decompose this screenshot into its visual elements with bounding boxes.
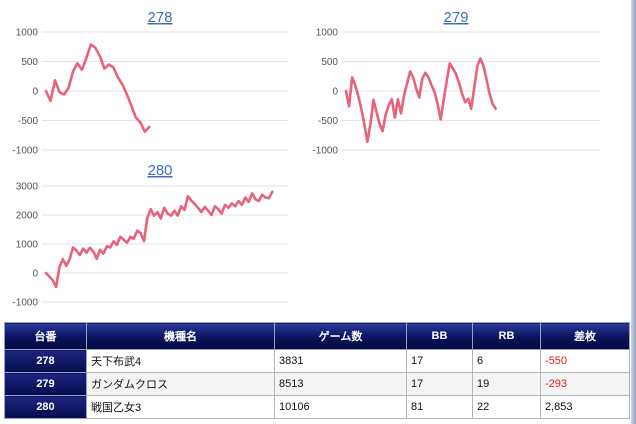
series-line	[344, 57, 497, 143]
header-rb: RB	[472, 322, 541, 350]
table-header-row: 台番 機種名 ゲーム数 BB RB 差枚	[4, 322, 630, 350]
game-count: 10106	[274, 395, 407, 419]
diff-value: -550	[540, 349, 630, 373]
machine-number: 280	[4, 395, 87, 419]
rb-count: 6	[472, 349, 541, 373]
y-tick-label: -500	[18, 116, 38, 127]
chart-title: 280	[147, 162, 172, 179]
y-tick-label: 0	[32, 269, 38, 280]
table-row: 280 戦国乙女3 10106 81 22 2,853	[4, 395, 630, 419]
y-tick-label: 3000	[16, 182, 39, 193]
y-tick-label: 1000	[316, 28, 339, 39]
machine-name: 天下布武4	[86, 349, 275, 373]
chart-title-link[interactable]: 280	[147, 162, 172, 179]
series-line	[44, 190, 274, 289]
chart-title: 279	[443, 9, 468, 26]
y-tick-label: 500	[21, 57, 38, 68]
table-row: 279 ガンダムクロス 8513 17 19 -293	[4, 372, 630, 396]
game-count: 8513	[274, 372, 407, 396]
header-game-count: ゲーム数	[274, 322, 407, 350]
diff-value: 2,853	[540, 395, 630, 419]
chart-279: 279 1000 500 0 -500 -1000	[312, 9, 600, 157]
chart-title-link[interactable]: 278	[147, 9, 172, 26]
bb-count: 81	[406, 395, 473, 419]
y-tick-label: 0	[332, 87, 338, 98]
series-line	[44, 43, 151, 133]
game-count: 3831	[274, 349, 407, 373]
chart-278: 278 1000 500 0 -500 -1000	[12, 9, 288, 157]
window-frame-edge	[631, 0, 636, 424]
diff-value: -293	[540, 372, 630, 396]
chart-title-link[interactable]: 279	[443, 9, 468, 26]
y-tick-label: 1000	[16, 28, 39, 39]
bb-count: 17	[406, 349, 473, 373]
header-bb: BB	[406, 322, 473, 350]
y-tick-label: -1000	[12, 298, 38, 309]
table-row: 278 天下布武4 3831 17 6 -550	[4, 349, 630, 373]
chart-280: 280 3000 2000 1000 0 -1000	[12, 162, 288, 309]
machine-number: 279	[4, 372, 87, 396]
machine-name: 戦国乙女3	[86, 395, 275, 419]
bb-count: 17	[406, 372, 473, 396]
chart-title: 278	[147, 9, 172, 26]
header-machine-name: 機種名	[86, 322, 275, 350]
machine-name: ガンダムクロス	[86, 372, 275, 396]
y-tick-label: 0	[32, 87, 38, 98]
y-tick-label: 500	[321, 57, 338, 68]
y-tick-label: 2000	[16, 211, 39, 222]
rb-count: 19	[472, 372, 541, 396]
header-number: 台番	[4, 322, 87, 350]
y-tick-label: -500	[318, 116, 338, 127]
rb-count: 22	[472, 395, 541, 419]
y-tick-label: -1000	[12, 146, 38, 157]
machine-table: 台番 機種名 ゲーム数 BB RB 差枚 278 天下布武4 3831 17 6…	[4, 322, 630, 419]
y-tick-label: -1000	[312, 146, 338, 157]
y-tick-label: 1000	[16, 240, 39, 251]
header-diff: 差枚	[540, 322, 630, 350]
machine-number: 278	[4, 349, 87, 373]
